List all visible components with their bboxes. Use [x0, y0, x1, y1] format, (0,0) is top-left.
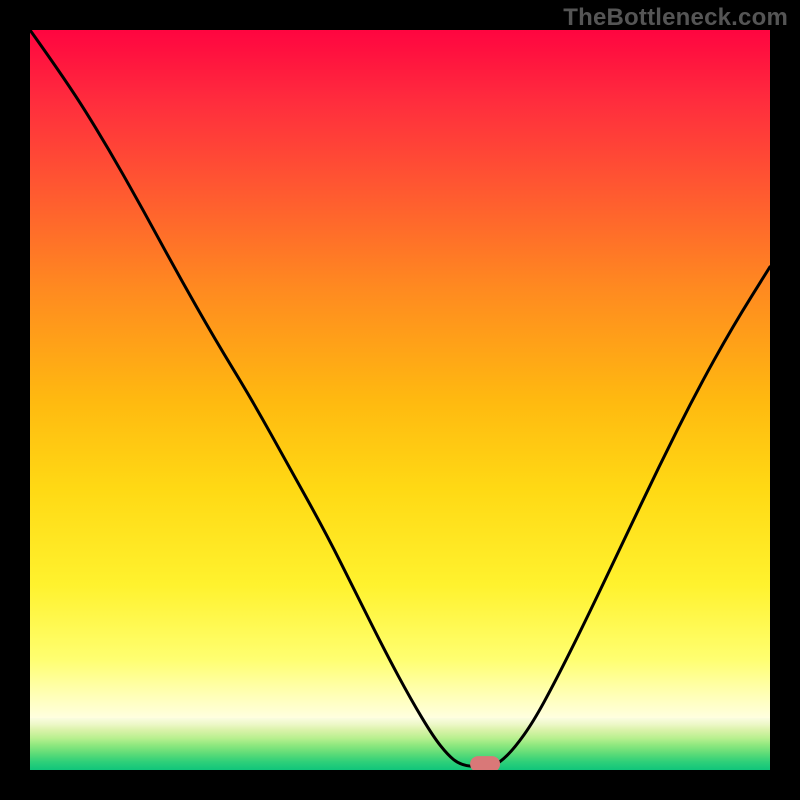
plot-area	[30, 30, 770, 770]
gradient-background	[30, 30, 770, 770]
bottleneck-curve-chart	[30, 30, 770, 770]
optimal-point-marker	[470, 756, 500, 770]
chart-frame: TheBottleneck.com	[0, 0, 800, 800]
green-bottom-band	[30, 718, 770, 770]
watermark-text: TheBottleneck.com	[563, 4, 788, 32]
